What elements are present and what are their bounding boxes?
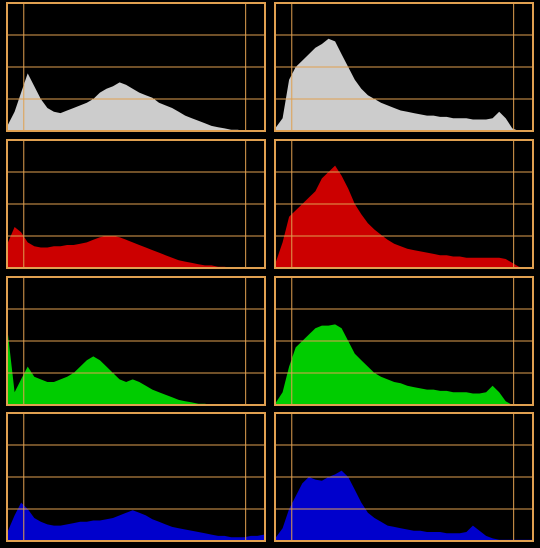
panel-frame xyxy=(6,139,266,269)
panel-frame xyxy=(274,412,534,542)
panel-frame xyxy=(274,276,534,406)
histogram-area xyxy=(8,334,264,405)
panel-frame xyxy=(6,2,266,132)
histogram-area xyxy=(276,165,532,268)
panel-frame xyxy=(6,412,266,542)
panel-frame xyxy=(274,139,534,269)
histogram-area xyxy=(276,38,532,131)
panel-frame xyxy=(6,276,266,406)
histogram-area xyxy=(8,502,264,541)
histogram-area xyxy=(276,470,532,541)
histogram-area xyxy=(8,227,264,268)
histogram-area xyxy=(8,73,264,131)
panel-frame xyxy=(274,2,534,132)
histogram-area xyxy=(276,324,532,405)
